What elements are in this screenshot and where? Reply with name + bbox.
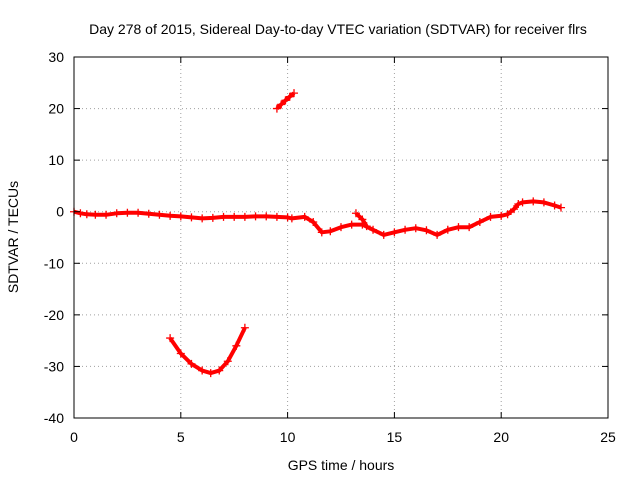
data-point [198,366,207,375]
data-point [277,100,286,109]
data-point [285,92,294,101]
data-point [206,369,215,378]
series-line [73,199,562,237]
series-main [70,197,566,239]
data-point [144,209,153,218]
y-tick-label: 0 [56,204,64,220]
data-point [514,199,523,208]
x-tick-label: 5 [177,429,185,445]
data-point [208,213,217,222]
data-point [503,210,512,219]
data-point [112,209,121,218]
series-dip [166,323,249,378]
data-point [290,89,299,98]
data-point [475,218,484,227]
data-point [347,220,356,229]
series-spike [351,209,371,231]
data-point [309,218,318,227]
x-tick-label: 25 [600,429,616,445]
data-point [230,212,239,221]
axis-ticks [73,56,609,419]
data-point [240,212,249,221]
y-axis-label: SDTVAR / TECUs [5,181,21,293]
data-point [187,213,196,222]
data-point [251,212,260,221]
data-point [497,211,506,220]
y-tick-label: -20 [44,307,64,323]
x-tick-label: 15 [387,429,403,445]
data-point [326,227,335,236]
data-point [510,205,519,214]
chart-title: Day 278 of 2015, Sidereal Day-to-day VTE… [89,21,587,37]
y-tick-labels: -40 -30 -20 -10 0 10 20 30 [44,49,64,426]
data-point [272,212,281,221]
data-point [102,210,111,219]
data-point [422,226,431,235]
plot-frame [73,56,609,419]
x-tick-label: 0 [70,429,78,445]
data-point [550,201,559,210]
data-point [240,323,249,332]
data-point [379,230,388,239]
data-point [82,210,91,219]
x-tick-label: 20 [493,429,509,445]
data-point [76,209,85,218]
y-tick-label: -40 [44,410,64,426]
data-point [232,341,241,350]
series-upper-segment [272,89,299,113]
data-point [134,208,143,217]
data-point [287,214,296,223]
data-point [215,366,224,375]
data-point [337,223,345,232]
data-point [91,210,100,219]
data-point [176,349,185,358]
data-point [433,230,442,239]
data-point [362,222,371,231]
data-point [518,198,527,207]
data-point [557,203,566,212]
y-tick-label: 30 [48,49,64,65]
data-point [411,224,420,233]
y-tick-label: 20 [48,101,64,117]
data-point [529,197,538,206]
x-tick-label: 10 [280,429,296,445]
data-point [358,215,367,224]
data-point [187,359,196,368]
data-point [351,209,360,218]
x-tick-labels: 0 5 10 15 20 25 [70,429,616,445]
data-point [155,210,164,219]
data-point [539,198,548,207]
data-point [465,223,474,232]
data-point [166,211,175,220]
data-point [283,213,292,222]
data-point [166,334,175,343]
data-point [443,225,452,234]
data-point [176,212,185,221]
data-point [223,357,232,366]
data-point [198,214,207,223]
grid-lines [74,57,608,418]
data-point [454,223,463,232]
y-tick-label: -30 [44,358,64,374]
x-axis-label: GPS time / hours [288,457,395,473]
data-series [70,89,566,378]
data-point [390,228,399,237]
data-point [486,212,495,221]
data-point [317,228,326,237]
data-point [401,225,410,234]
data-point [219,212,228,221]
data-point [369,225,378,234]
data-point [300,212,309,221]
y-tick-label: -10 [44,255,64,271]
data-point [272,104,281,113]
y-tick-label: 10 [48,152,64,168]
data-point [262,212,271,221]
data-point [281,96,290,105]
data-point [123,208,132,217]
